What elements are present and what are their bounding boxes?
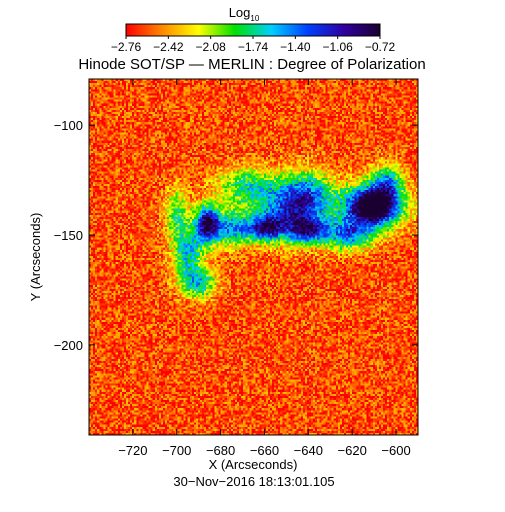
x-tick-label: −660 [250, 443, 279, 458]
y-axis-label: Y (Arcseconds) [28, 213, 43, 302]
heatmap-image [89, 79, 418, 435]
plot-frame [88, 78, 419, 436]
colorbar-tick-label: −2.76 [111, 40, 142, 54]
colorbar-tick-label: −2.42 [153, 40, 184, 54]
x-tick-label: −620 [338, 443, 367, 458]
x-tick-label: −720 [118, 443, 147, 458]
y-tick-label: −100 [54, 118, 83, 133]
x-tick-label: −640 [294, 443, 323, 458]
colorbar-tick-label: −1.74 [238, 40, 269, 54]
colorbar-tick-label: −1.06 [322, 40, 353, 54]
colorbar-tick-label: −0.72 [365, 40, 396, 54]
colorbar-label: Log10 [229, 5, 260, 23]
chart-title: Hinode SOT/SP — MERLIN : Degree of Polar… [78, 56, 425, 73]
x-axis: −720 −700 −680 −660 −640 −620 −600 [118, 79, 411, 458]
y-tick-label: −200 [54, 338, 83, 353]
x-tick-label: −600 [381, 443, 410, 458]
x-tick-label: −680 [206, 443, 235, 458]
x-axis-label: X (Arcseconds) [209, 457, 298, 472]
y-tick-label: −150 [54, 228, 83, 243]
y-axis: −100 −150 −200 [54, 118, 418, 353]
colorbar-tick-label: −2.08 [195, 40, 226, 54]
colorbar-tick-label: −1.40 [280, 40, 311, 54]
colorbar-ticks: −2.76 −2.42 −2.08 −1.74 −1.40 −1.06 −0.72 [111, 36, 396, 54]
colorbar [125, 23, 381, 37]
x-tick-label: −700 [162, 443, 191, 458]
timestamp: 30−Nov−2016 18:13:01.105 [173, 474, 334, 489]
